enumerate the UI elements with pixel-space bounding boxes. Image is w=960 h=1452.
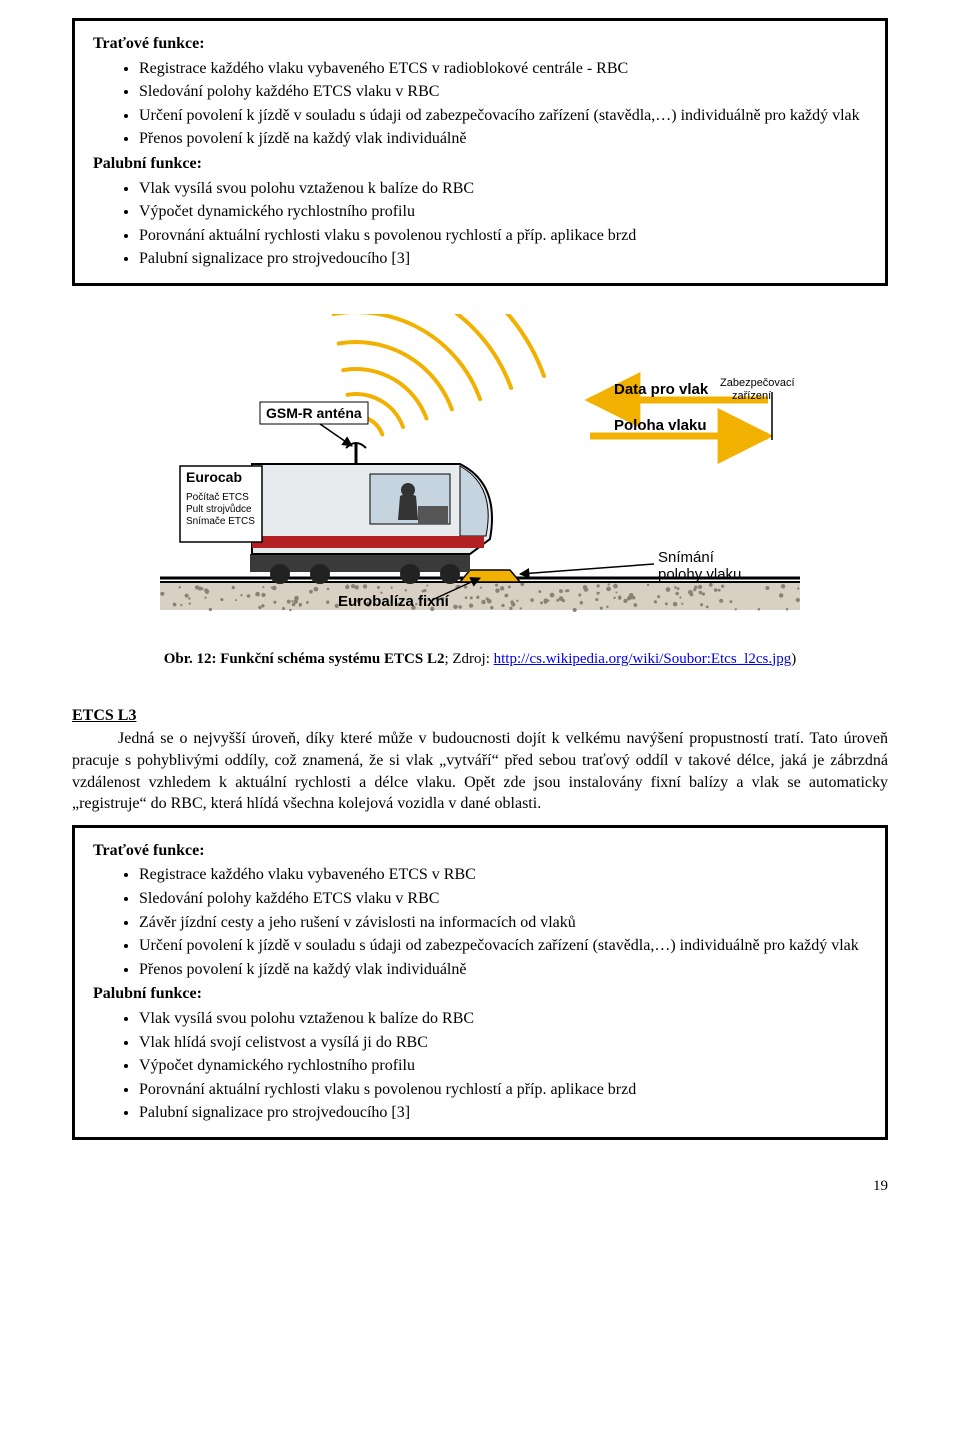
caption-title: Obr. 12: Funkční schéma systému ETCS L2 (164, 651, 445, 667)
caption-sep: ; Zdroj: (444, 651, 493, 667)
page-number: 19 (72, 1176, 888, 1196)
box2-list-pal: Vlak vysílá svou polohu vztaženou k balí… (139, 1007, 867, 1125)
box1-list-pal: Vlak vysílá svou polohu vztaženou k balí… (139, 177, 867, 271)
svg-text:GSM-R anténa: GSM-R anténa (266, 405, 362, 421)
list-item: Určení povolení k jízdě v souladu s údaj… (139, 104, 867, 128)
list-item: Vlak vysílá svou polohu vztaženou k balí… (139, 1007, 867, 1031)
list-item: Výpočet dynamického rychlostního profilu (139, 200, 867, 224)
svg-text:Eurobalíza fixní: Eurobalíza fixní (338, 593, 450, 610)
svg-text:Data pro vlak: Data pro vlak (614, 381, 709, 398)
svg-text:Počítač ETCS: Počítač ETCS (186, 492, 249, 503)
box1-heading-pal: Palubní funkce: (93, 153, 867, 175)
box2-heading-trat: Traťové funkce: (93, 840, 867, 862)
list-item: Registrace každého vlaku vybaveného ETCS… (139, 57, 867, 81)
list-item: Vlak vysílá svou polohu vztaženou k balí… (139, 177, 867, 201)
box1-heading-trat: Traťové funkce: (93, 33, 867, 55)
svg-text:zařízení: zařízení (732, 390, 771, 402)
list-item: Porovnání aktuální rychlosti vlaku s pov… (139, 1078, 867, 1102)
svg-text:polohy vlaku: polohy vlaku (658, 566, 741, 583)
list-item: Porovnání aktuální rychlosti vlaku s pov… (139, 224, 867, 248)
figure-caption: Obr. 12: Funkční schéma systému ETCS L2;… (72, 649, 888, 669)
list-item: Přenos povolení k jízdě na každý vlak in… (139, 958, 867, 982)
svg-text:Poloha vlaku: Poloha vlaku (614, 417, 707, 434)
svg-text:Eurocab: Eurocab (186, 469, 242, 485)
list-item: Vlak hlídá svojí celistvost a vysílá ji … (139, 1031, 867, 1055)
list-item: Palubní signalizace pro strojvedoucího [… (139, 1101, 867, 1125)
box2-list-trat: Registrace každého vlaku vybaveného ETCS… (139, 863, 867, 981)
list-item: Sledování polohy každého ETCS vlaku v RB… (139, 887, 867, 911)
section-heading: ETCS L3 (72, 705, 888, 727)
svg-text:Snímání: Snímání (658, 549, 715, 566)
caption-link[interactable]: http://cs.wikipedia.org/wiki/Soubor:Etcs… (494, 651, 792, 667)
figure-container: Eurobalíza fixní Snímánípolohy vlaku GSM-R… (72, 314, 888, 631)
svg-text:Pult strojvůdce: Pult strojvůdce (186, 503, 252, 515)
list-item: Určení povolení k jízdě v souladu s údaj… (139, 934, 867, 958)
box2-heading-pal: Palubní funkce: (93, 983, 867, 1005)
schematic-svg: Eurobalíza fixní Snímánípolohy vlaku GSM-R… (160, 314, 800, 624)
section-paragraph: Jedná se o nejvyšší úroveň, díky které m… (72, 728, 888, 814)
list-item: Přenos povolení k jízdě na každý vlak in… (139, 127, 867, 151)
functions-box-l3: Traťové funkce: Registrace každého vlaku… (72, 825, 888, 1140)
caption-tail: ) (791, 651, 796, 667)
list-item: Palubní signalizace pro strojvedoucího [… (139, 247, 867, 271)
list-item: Sledování polohy každého ETCS vlaku v RB… (139, 80, 867, 104)
svg-text:Zabezpečovací: Zabezpečovací (720, 377, 795, 389)
list-item: Registrace každého vlaku vybaveného ETCS… (139, 863, 867, 887)
box1-list-trat: Registrace každého vlaku vybaveného ETCS… (139, 57, 867, 151)
functions-box-l2: Traťové funkce: Registrace každého vlaku… (72, 18, 888, 286)
etcs-l2-schematic: Eurobalíza fixní Snímánípolohy vlaku GSM-R… (160, 314, 800, 631)
list-item: Závěr jízdní cesty a jeho rušení v závis… (139, 911, 867, 935)
section-etcs-l3: ETCS L3 Jedná se o nejvyšší úroveň, díky… (72, 705, 888, 815)
list-item: Výpočet dynamického rychlostního profilu (139, 1054, 867, 1078)
svg-text:Snímače ETCS: Snímače ETCS (186, 516, 255, 527)
